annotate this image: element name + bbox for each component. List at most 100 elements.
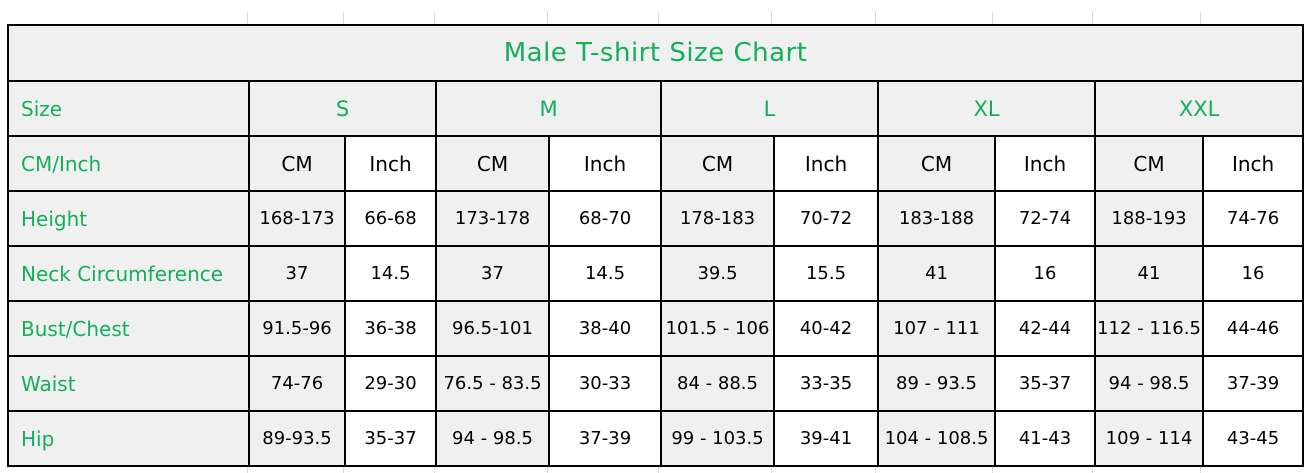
gridline-segment (876, 12, 994, 24)
cell-value: 30-33 (548, 355, 662, 412)
cell-value: 109 - 114 (1094, 410, 1204, 467)
cell-value: 76.5 - 83.5 (435, 355, 550, 412)
size-row-label: Size (7, 80, 250, 137)
cell-value: 74-76 (1201, 190, 1305, 247)
size-header-s: S (248, 80, 437, 137)
unit-header: Inch (994, 135, 1096, 192)
unit-header-row: CM/Inch CM Inch CM Inch CM Inch CM Inch … (7, 135, 1305, 192)
cell-value: 42-44 (994, 300, 1096, 357)
cell-value: 70-72 (773, 190, 879, 247)
gridline-segment (1093, 12, 1202, 24)
table-row-waist: Waist 74-76 29-30 76.5 - 83.5 30-33 84 -… (7, 355, 1305, 412)
gridline-strip-top (7, 12, 1301, 24)
cell-value: 37-39 (1201, 355, 1305, 412)
unit-header: CM (1094, 135, 1204, 192)
cell-value: 183-188 (877, 190, 996, 247)
gridline-segment (344, 12, 435, 24)
unit-header: CM (877, 135, 996, 192)
table-row-bust-chest: Bust/Chest 91.5-96 36-38 96.5-101 38-40 … (7, 300, 1305, 357)
unit-header: Inch (344, 135, 437, 192)
row-label: Hip (7, 410, 250, 467)
gridline-segment (659, 467, 773, 473)
table-row-neck-circumference: Neck Circumference 37 14.5 37 14.5 39.5 … (7, 245, 1305, 302)
gridline-segment (659, 12, 773, 24)
gridline-segment (993, 12, 1094, 24)
gridline-segment (548, 12, 660, 24)
row-label: Waist (7, 355, 250, 412)
cell-value: 41 (877, 245, 996, 302)
cell-value: 40-42 (773, 300, 879, 357)
cell-value: 39-41 (773, 410, 879, 467)
gridline-segment (7, 12, 248, 24)
cell-value: 41 (1094, 245, 1204, 302)
cell-value: 68-70 (548, 190, 662, 247)
unit-header: CM (660, 135, 775, 192)
cell-value: 89-93.5 (248, 410, 346, 467)
cell-value: 96.5-101 (435, 300, 550, 357)
table-row-height: Height 168-173 66-68 173-178 68-70 178-1… (7, 190, 1305, 247)
cell-value: 94 - 98.5 (1094, 355, 1204, 412)
cell-value: 15.5 (773, 245, 879, 302)
table-row-hip: Hip 89-93.5 35-37 94 - 98.5 37-39 99 - 1… (7, 410, 1305, 467)
unit-row-label: CM/Inch (7, 135, 250, 192)
cell-value: 173-178 (435, 190, 550, 247)
cell-value: 101.5 - 106 (660, 300, 775, 357)
row-label: Bust/Chest (7, 300, 250, 357)
size-header-row: Size S M L XL XXL (7, 80, 1305, 137)
gridline-segment (876, 467, 994, 473)
gridline-segment (435, 12, 548, 24)
cell-value: 14.5 (548, 245, 662, 302)
chart-title: Male T-shirt Size Chart (6, 24, 1305, 82)
gridline-segment (993, 467, 1094, 473)
size-header-l: L (660, 80, 879, 137)
cell-value: 38-40 (548, 300, 662, 357)
cell-value: 107 - 111 (877, 300, 996, 357)
gridline-segment (7, 467, 248, 473)
cell-value: 37 (435, 245, 550, 302)
cell-value: 168-173 (248, 190, 346, 247)
size-chart-table: Male T-shirt Size Chart Size S M L XL XX… (6, 24, 1305, 467)
gridline-segment (344, 467, 435, 473)
gridline-segment (248, 12, 344, 24)
cell-value: 39.5 (660, 245, 775, 302)
cell-value: 16 (1201, 245, 1305, 302)
cell-value: 91.5-96 (248, 300, 346, 357)
cell-value: 41-43 (994, 410, 1096, 467)
gridline-segment (548, 467, 660, 473)
cell-value: 37 (248, 245, 346, 302)
gridline-segment (772, 12, 877, 24)
unit-header: CM (248, 135, 346, 192)
cell-value: 35-37 (994, 355, 1096, 412)
cell-value: 14.5 (344, 245, 437, 302)
cell-value: 94 - 98.5 (435, 410, 550, 467)
cell-value: 178-183 (660, 190, 775, 247)
gridline-segment (1093, 467, 1202, 473)
unit-header: Inch (773, 135, 879, 192)
cell-value: 44-46 (1201, 300, 1305, 357)
gridline-segment (772, 467, 877, 473)
unit-header: Inch (548, 135, 662, 192)
unit-header: CM (435, 135, 550, 192)
size-header-xxl: XXL (1093, 80, 1305, 137)
cell-value: 36-38 (344, 300, 437, 357)
cell-value: 37-39 (548, 410, 662, 467)
gridline-segment (248, 467, 344, 473)
gridline-segment (1201, 12, 1301, 24)
cell-value: 35-37 (344, 410, 437, 467)
row-label: Neck Circumference (7, 245, 250, 302)
unit-header: Inch (1201, 135, 1305, 192)
gridline-segment (1201, 467, 1301, 473)
cell-value: 74-76 (248, 355, 346, 412)
gridline-strip-bottom (7, 467, 1301, 473)
row-label: Height (7, 190, 250, 247)
cell-value: 112 - 116.5 (1094, 300, 1204, 357)
cell-value: 99 - 103.5 (660, 410, 775, 467)
cell-value: 89 - 93.5 (877, 355, 996, 412)
title-row: Male T-shirt Size Chart (6, 24, 1305, 82)
cell-value: 33-35 (773, 355, 879, 412)
gridline-segment (435, 467, 548, 473)
cell-value: 72-74 (994, 190, 1096, 247)
cell-value: 104 - 108.5 (877, 410, 996, 467)
size-header-m: M (435, 80, 662, 137)
